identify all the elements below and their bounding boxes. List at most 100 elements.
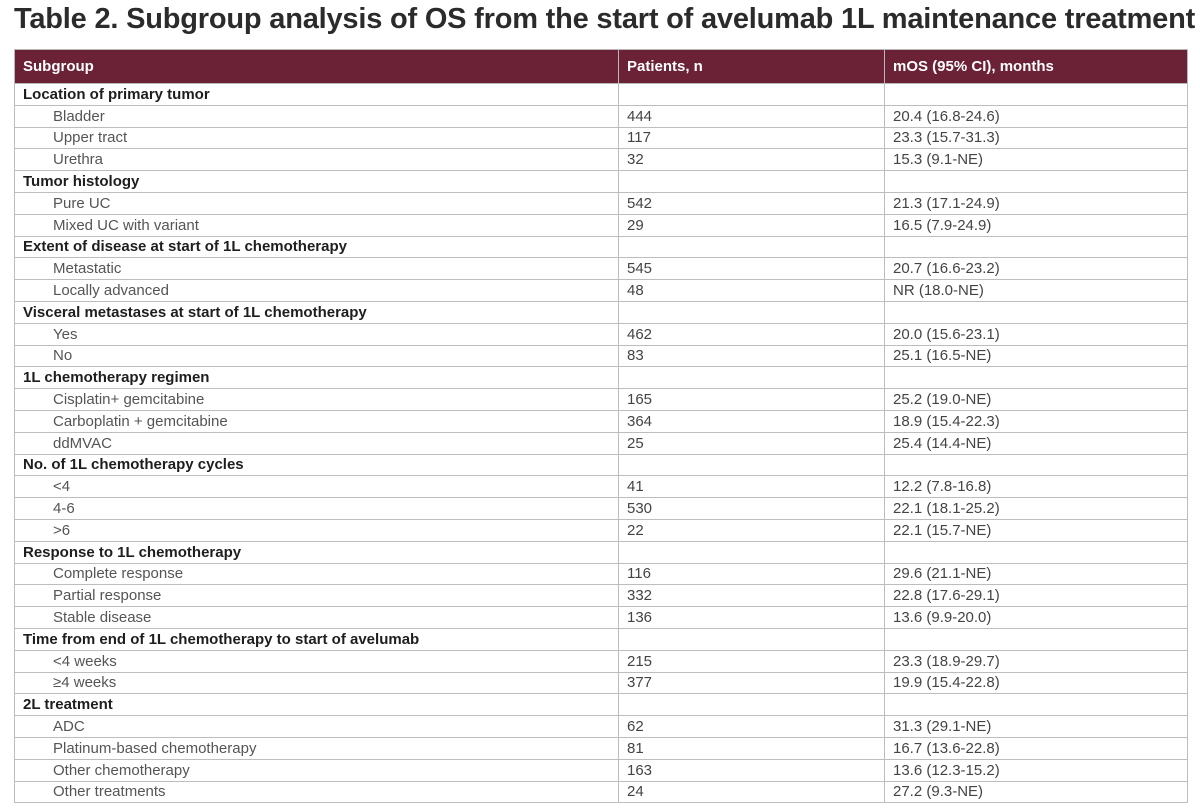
table-row: 4-6 530 22.1 (18.1-25.2) xyxy=(14,497,1188,520)
mos-cell: 16.5 (7.9-24.9) xyxy=(884,213,1188,237)
patients-cell: 542 xyxy=(618,191,885,215)
subgroup-cell: 1L chemotherapy regimen xyxy=(14,366,619,390)
table-header: Subgroup Patients, n mOS (95% CI), month… xyxy=(14,49,1188,84)
group-row: 1L chemotherapy regimen xyxy=(14,366,1188,390)
table-row: Platinum-based chemotherapy 81 16.7 (13.6-… xyxy=(14,736,1188,760)
patients-cell xyxy=(618,693,885,717)
table-row: Carboplatin + gemcitabine 364 18.9 (15.4-2… xyxy=(14,409,1188,433)
header-subgroup: Subgroup xyxy=(14,49,619,84)
mos-cell: 29.6 (21.1-NE) xyxy=(884,562,1188,586)
subgroup-cell: Bladder xyxy=(14,104,619,128)
subgroup-cell: <4 xyxy=(14,475,619,499)
subgroup-cell: No. of 1L chemotherapy cycles xyxy=(14,453,619,477)
mos-cell xyxy=(884,366,1188,390)
mos-cell xyxy=(884,83,1188,106)
subgroup-cell: ≥4 weeks xyxy=(14,671,619,695)
mos-cell xyxy=(884,627,1188,651)
subgroup-cell: Cisplatin+ gemcitabine xyxy=(14,388,619,411)
patients-cell: 377 xyxy=(618,671,885,695)
patients-cell xyxy=(618,83,885,106)
patients-cell: 48 xyxy=(618,279,885,302)
patients-cell xyxy=(618,453,885,477)
header-row: Subgroup Patients, n mOS (95% CI), month… xyxy=(14,49,1188,84)
mos-cell: 25.4 (14.4-NE) xyxy=(884,431,1188,455)
mos-cell: 23.3 (18.9-29.7) xyxy=(884,649,1188,673)
subgroup-cell: <4 weeks xyxy=(14,649,619,673)
patients-cell: 25 xyxy=(618,431,885,455)
patients-cell: 165 xyxy=(618,388,885,411)
subgroup-table: Subgroup Patients, n mOS (95% CI), month… xyxy=(14,49,1188,804)
mos-cell: 22.8 (17.6-29.1) xyxy=(884,584,1188,608)
table-row: Stable disease 136 13.6 (9.9-20.0) xyxy=(14,606,1188,629)
subgroup-cell: Urethra xyxy=(14,148,619,172)
patients-cell: 444 xyxy=(618,104,885,128)
header-mos: mOS (95% CI), months xyxy=(884,49,1188,84)
table-row: No 83 25.1 (16.5-NE) xyxy=(14,344,1188,368)
mos-cell: 18.9 (15.4-22.3) xyxy=(884,409,1188,433)
patients-cell: 136 xyxy=(618,606,885,629)
patients-cell: 215 xyxy=(618,649,885,673)
table-body: Location of primary tumor Bladder 444 20.4 … xyxy=(14,83,1188,804)
mos-cell: 25.2 (19.0-NE) xyxy=(884,388,1188,411)
mos-cell: 25.1 (16.5-NE) xyxy=(884,344,1188,368)
table-row: Complete response 116 29.6 (21.1-NE) xyxy=(14,562,1188,586)
subgroup-cell: Metastatic xyxy=(14,257,619,281)
subgroup-cell: Complete response xyxy=(14,562,619,586)
patients-cell: 332 xyxy=(618,584,885,608)
patients-cell xyxy=(618,300,885,324)
patients-cell: 462 xyxy=(618,322,885,346)
table-row: Other chemotherapy 163 13.6 (12.3-15.2) xyxy=(14,758,1188,782)
mos-cell: 19.9 (15.4-22.8) xyxy=(884,671,1188,695)
patients-cell: 530 xyxy=(618,497,885,520)
table-row: Other treatments 24 27.2 (9.3-NE) xyxy=(14,780,1188,804)
patients-cell: 24 xyxy=(618,780,885,804)
table-title: Table 2. Subgroup analysis of OS from th… xyxy=(14,3,1196,35)
table-row: ≥4 weeks 377 19.9 (15.4-22.8) xyxy=(14,671,1188,695)
patients-cell: 62 xyxy=(618,715,885,738)
mos-cell xyxy=(884,540,1188,564)
subgroup-cell: >6 xyxy=(14,518,619,542)
mos-cell: 20.4 (16.8-24.6) xyxy=(884,104,1188,128)
mos-cell: 15.3 (9.1-NE) xyxy=(884,148,1188,172)
table-row: Locally advanced 48 NR (18.0-NE) xyxy=(14,279,1188,302)
patients-cell: 364 xyxy=(618,409,885,433)
subgroup-cell: Time from end of 1L chemotherapy to star… xyxy=(14,627,619,651)
mos-cell: 23.3 (15.7-31.3) xyxy=(884,126,1188,150)
mos-cell: 22.1 (15.7-NE) xyxy=(884,518,1188,542)
table-row: Pure UC 542 21.3 (17.1-24.9) xyxy=(14,191,1188,215)
mos-cell xyxy=(884,693,1188,717)
patients-cell xyxy=(618,540,885,564)
table-row: ADC 62 31.3 (29.1-NE) xyxy=(14,715,1188,738)
header-patients: Patients, n xyxy=(618,49,885,84)
table-row: Metastatic 545 20.7 (16.6-23.2) xyxy=(14,257,1188,281)
mos-cell: 20.7 (16.6-23.2) xyxy=(884,257,1188,281)
subgroup-cell: 2L treatment xyxy=(14,693,619,717)
subgroup-cell: Carboplatin + gemcitabine xyxy=(14,409,619,433)
subgroup-cell: Response to 1L chemotherapy xyxy=(14,540,619,564)
patients-cell: 117 xyxy=(618,126,885,150)
mos-cell: 12.2 (7.8-16.8) xyxy=(884,475,1188,499)
mos-cell: 16.7 (13.6-22.8) xyxy=(884,736,1188,760)
mos-cell: 13.6 (12.3-15.2) xyxy=(884,758,1188,782)
table-row: >6 22 22.1 (15.7-NE) xyxy=(14,518,1188,542)
mos-cell xyxy=(884,170,1188,193)
group-row: 2L treatment xyxy=(14,693,1188,717)
mos-cell: 13.6 (9.9-20.0) xyxy=(884,606,1188,629)
group-row: Extent of disease at start of 1L chemoth… xyxy=(14,235,1188,259)
patients-cell: 163 xyxy=(618,758,885,782)
patients-cell: 32 xyxy=(618,148,885,172)
subgroup-cell: Partial response xyxy=(14,584,619,608)
subgroup-cell: ADC xyxy=(14,715,619,738)
subgroup-cell: ddMVAC xyxy=(14,431,619,455)
mos-cell: 31.3 (29.1-NE) xyxy=(884,715,1188,738)
table-row: Urethra 32 15.3 (9.1-NE) xyxy=(14,148,1188,172)
mos-cell: 27.2 (9.3-NE) xyxy=(884,780,1188,804)
table-row: Cisplatin+ gemcitabine 165 25.2 (19.0-NE) xyxy=(14,388,1188,411)
group-row: Tumor histology xyxy=(14,170,1188,193)
mos-cell xyxy=(884,453,1188,477)
subgroup-cell: Extent of disease at start of 1L chemoth… xyxy=(14,235,619,259)
subgroup-cell: Mixed UC with variant xyxy=(14,213,619,237)
table-row: <4 41 12.2 (7.8-16.8) xyxy=(14,475,1188,499)
group-row: Location of primary tumor xyxy=(14,83,1188,106)
mos-cell: NR (18.0-NE) xyxy=(884,279,1188,302)
